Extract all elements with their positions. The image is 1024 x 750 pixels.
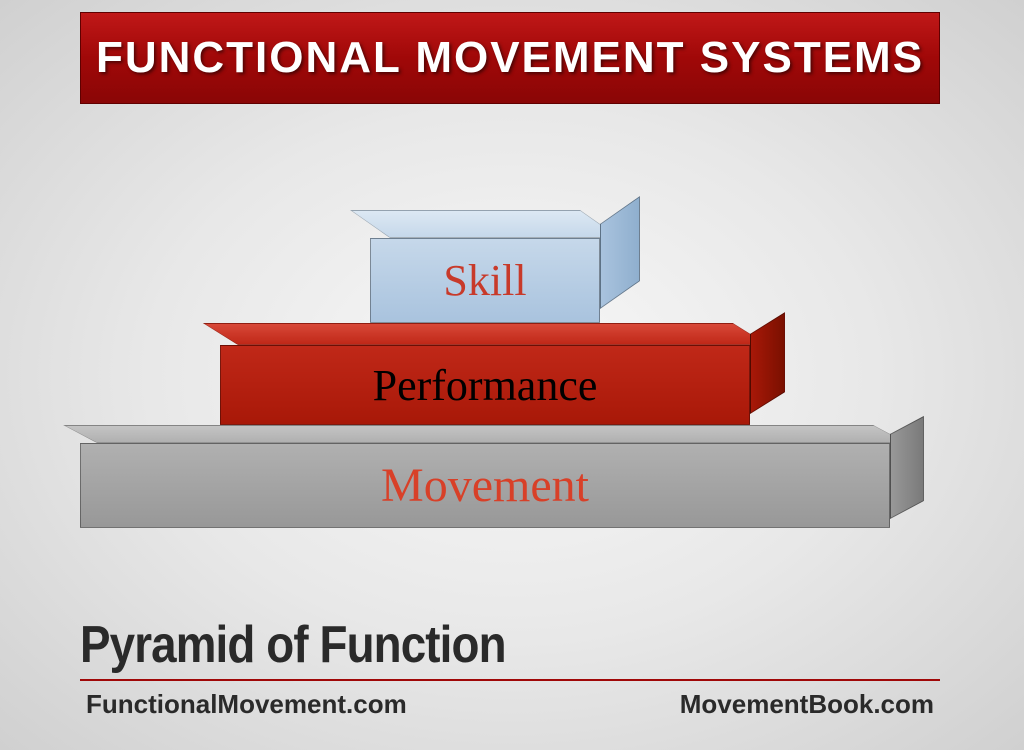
block-skill-side-face — [600, 196, 640, 309]
block-movement-top-face — [63, 425, 907, 443]
block-movement-side-face — [890, 416, 924, 519]
footer-url-right: MovementBook.com — [680, 689, 934, 720]
header-title: FUNCTIONAL MOVEMENT SYSTEMS — [96, 33, 924, 83]
block-skill-label: Skill — [443, 255, 526, 306]
footer-title: Pyramid of Function — [80, 615, 837, 675]
footer-url-left: FunctionalMovement.com — [86, 689, 407, 720]
block-skill-front-face: Skill — [370, 238, 600, 323]
footer: Pyramid of Function FunctionalMovement.c… — [80, 615, 940, 720]
block-movement-label: Movement — [381, 458, 589, 513]
block-performance-top-face — [203, 323, 768, 345]
pyramid-diagram: Movement Performance Skill — [0, 210, 1024, 550]
block-performance-label: Performance — [373, 360, 598, 411]
block-performance-side-face — [750, 312, 785, 414]
block-performance-front-face: Performance — [220, 345, 750, 425]
footer-urls: FunctionalMovement.com MovementBook.com — [80, 689, 940, 720]
block-skill-top-face — [350, 210, 620, 238]
block-movement-front-face: Movement — [80, 443, 890, 528]
header-banner: FUNCTIONAL MOVEMENT SYSTEMS — [80, 12, 940, 104]
footer-divider — [80, 679, 940, 681]
